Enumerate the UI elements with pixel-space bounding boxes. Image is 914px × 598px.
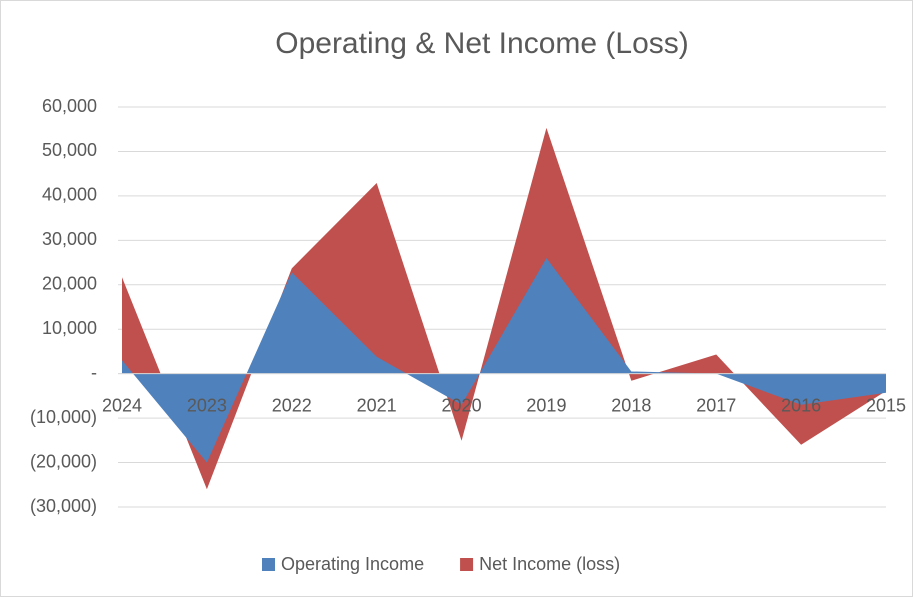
y-tick-label: (20,000) bbox=[30, 451, 97, 471]
y-tick-label: (30,000) bbox=[30, 496, 97, 516]
y-tick-label: - bbox=[91, 362, 97, 382]
y-tick-label: (10,000) bbox=[30, 407, 97, 427]
y-tick-label: 40,000 bbox=[42, 185, 97, 205]
y-tick-label: 10,000 bbox=[42, 318, 97, 338]
legend-swatch bbox=[460, 558, 474, 571]
x-tick-label: 2016 bbox=[781, 395, 821, 415]
y-tick-label: 50,000 bbox=[42, 140, 97, 160]
y-tick-label: 60,000 bbox=[42, 96, 97, 116]
y-tick-label: 20,000 bbox=[42, 274, 97, 294]
x-tick-label: 2019 bbox=[526, 395, 566, 415]
area bbox=[122, 258, 886, 463]
x-tick-label: 2020 bbox=[442, 395, 482, 415]
x-tick-label: 2022 bbox=[272, 395, 312, 415]
x-tick-label: 2018 bbox=[611, 395, 651, 415]
legend-label: Net Income (loss) bbox=[479, 554, 620, 574]
legend-swatch bbox=[262, 558, 275, 571]
area bbox=[122, 127, 886, 490]
x-tick-label: 2024 bbox=[102, 395, 142, 415]
legend-label: Operating Income bbox=[281, 554, 424, 574]
x-tick-label: 2015 bbox=[866, 395, 906, 415]
x-tick-label: 2017 bbox=[696, 395, 736, 415]
x-tick-label: 2023 bbox=[187, 395, 227, 415]
x-tick-label: 2021 bbox=[357, 395, 397, 415]
chart-title: Operating & Net Income (Loss) bbox=[275, 27, 689, 60]
y-tick-label: 30,000 bbox=[42, 229, 97, 249]
